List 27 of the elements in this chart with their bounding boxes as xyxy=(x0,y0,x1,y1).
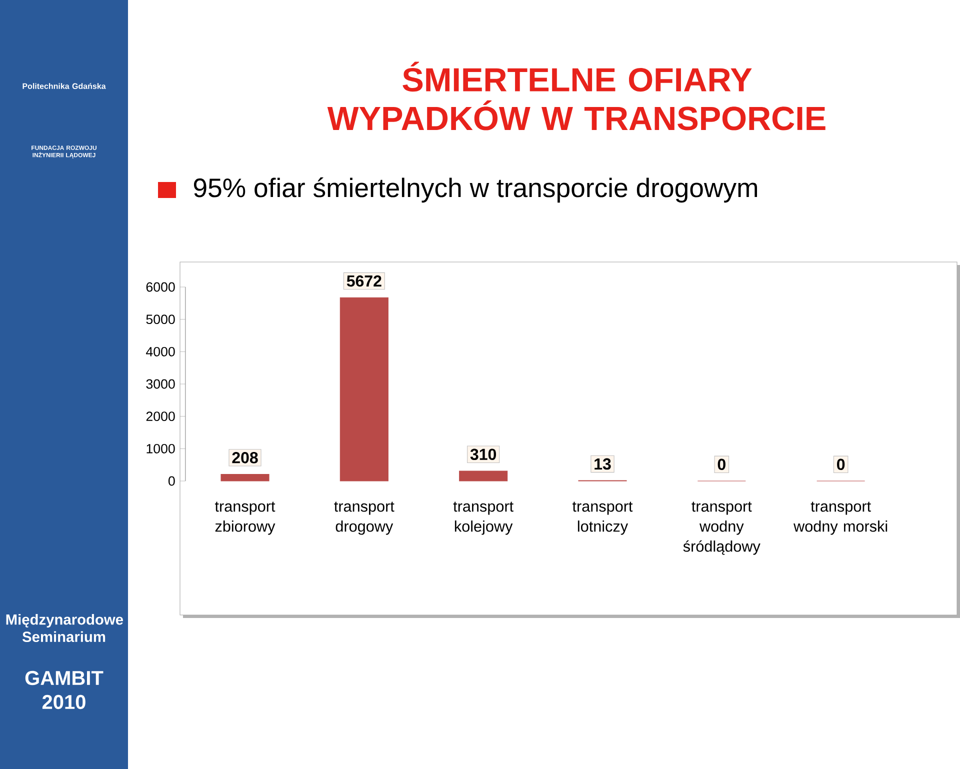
data-label: 5672 xyxy=(346,275,382,287)
data-label: 0 xyxy=(837,458,845,470)
x-tick-label: transport kolejowy xyxy=(453,502,514,535)
bar xyxy=(340,297,388,482)
y-tick-label: 1000 xyxy=(146,444,175,454)
y-tick-label: 2000 xyxy=(146,412,175,422)
bar xyxy=(220,474,270,482)
chart-subtitle: 95% ofiar śmiertelnych w transporcie drogowym xyxy=(194,177,758,203)
text: Politechnika Gdańska xyxy=(22,83,106,89)
bar xyxy=(459,470,508,482)
x-tick-label: transport lotniczy xyxy=(572,502,633,535)
text: GAMBIT 2010 xyxy=(25,670,104,710)
data-label: 208 xyxy=(232,452,258,464)
data-label: 13 xyxy=(594,458,611,470)
x-tick-label: transport wodny morski xyxy=(794,502,888,535)
data-label: 0 xyxy=(718,458,726,470)
text: Międzynarodowe Seminarium xyxy=(6,614,124,642)
y-tick-label: 4000 xyxy=(146,346,175,356)
y-tick-label: 3000 xyxy=(146,379,175,389)
x-tick-label: transport zbiorowy xyxy=(214,502,276,535)
x-tick-label: transport drogowy xyxy=(334,502,394,535)
y-tick-label: 6000 xyxy=(146,282,175,292)
y-tick-label: 5000 xyxy=(146,314,175,324)
y-tick-label: 0 xyxy=(168,476,175,486)
x-tick-label: transport wodny śródlądowy xyxy=(683,502,760,555)
data-label: 310 xyxy=(470,448,496,460)
chart-title: ŚMIERTELNE OFIARY WYPADKÓW W TRANSPORCIE xyxy=(327,62,826,130)
